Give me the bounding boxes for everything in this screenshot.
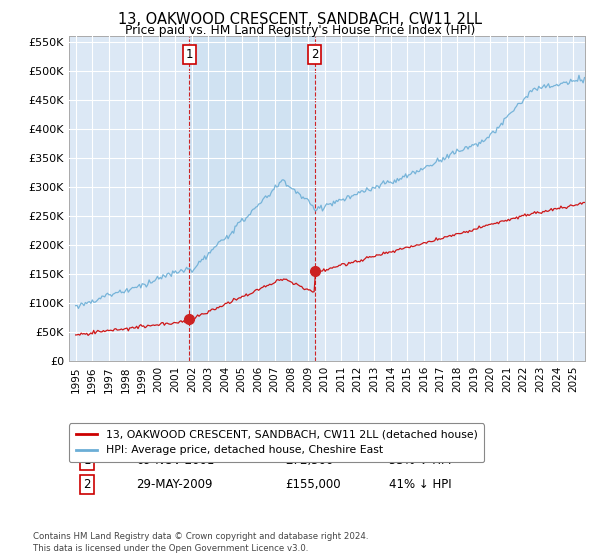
Text: 2: 2 (311, 48, 319, 61)
Text: 13, OAKWOOD CRESCENT, SANDBACH, CW11 2LL: 13, OAKWOOD CRESCENT, SANDBACH, CW11 2LL (118, 12, 482, 27)
Text: Price paid vs. HM Land Registry's House Price Index (HPI): Price paid vs. HM Land Registry's House … (125, 24, 475, 36)
Bar (190, 36, 314, 361)
Text: Contains HM Land Registry data © Crown copyright and database right 2024.
This d: Contains HM Land Registry data © Crown c… (33, 533, 368, 553)
Text: 41% ↓ HPI: 41% ↓ HPI (389, 478, 452, 491)
Legend: 13, OAKWOOD CRESCENT, SANDBACH, CW11 2LL (detached house), HPI: Average price, d: 13, OAKWOOD CRESCENT, SANDBACH, CW11 2LL… (69, 423, 484, 462)
Text: 2: 2 (83, 478, 91, 491)
Text: 29-MAY-2009: 29-MAY-2009 (136, 478, 212, 491)
Text: 1: 1 (186, 48, 193, 61)
Text: £155,000: £155,000 (286, 478, 341, 491)
Text: 1: 1 (83, 454, 91, 467)
Text: 53% ↓ HPI: 53% ↓ HPI (389, 454, 451, 467)
Text: £72,500: £72,500 (286, 454, 334, 467)
Text: 09-NOV-2001: 09-NOV-2001 (136, 454, 214, 467)
